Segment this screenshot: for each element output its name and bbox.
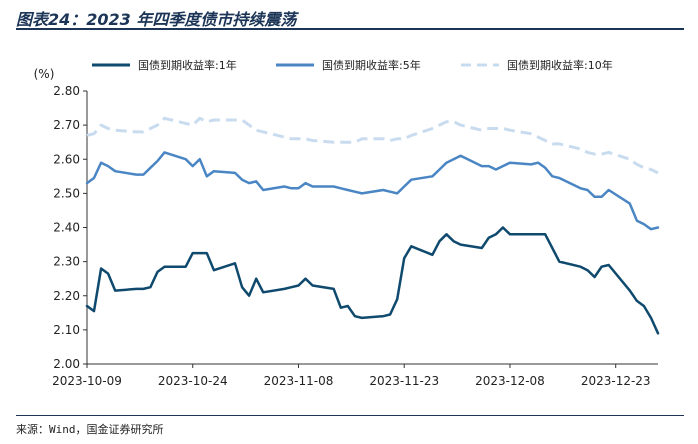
- x-axis: 2023-10-09 2023-10-24 2023-11-08 2023-11-23…: [52, 363, 658, 388]
- title-divider: [16, 28, 684, 30]
- plot-area: [85, 116, 660, 335]
- legend-label-1: 国债到期收益率:1年: [138, 58, 237, 72]
- legend: 国债到期收益率:1年 国债到期收益率:5年 国债到期收益率:10年: [92, 58, 613, 72]
- y-tick-label: 2.00: [53, 357, 80, 371]
- y-tick-label: 2.80: [53, 84, 80, 98]
- x-tick-label: 2023-10-24: [158, 374, 228, 388]
- x-tick-label: 2023-11-23: [369, 374, 439, 388]
- y-tick-label: 2.60: [53, 152, 80, 166]
- y-tick-label: 2.30: [53, 255, 80, 269]
- y-tick-label: 2.70: [53, 118, 80, 132]
- source-divider: [16, 415, 684, 416]
- legend-label-3: 国债到期收益率:10年: [507, 58, 613, 72]
- y-tick-label: 2.20: [53, 289, 80, 303]
- y-tick-label: 2.40: [53, 221, 80, 235]
- x-tick-label: 2023-12-23: [581, 374, 651, 388]
- source-note: 来源：Wind，国金证券研究所: [16, 423, 164, 436]
- y-tick-label: 2.10: [53, 323, 80, 337]
- y-axis-label: (%): [34, 67, 55, 81]
- y-tick-label: 2.50: [53, 186, 80, 200]
- figure-title: 图表24：2023 年四季度债市持续震荡: [16, 10, 297, 29]
- series-line-2: [85, 151, 660, 231]
- x-tick-label: 2023-11-08: [264, 374, 334, 388]
- x-tick-label: 2023-12-08: [475, 374, 545, 388]
- x-tick-label: 2023-10-09: [52, 374, 122, 388]
- series-line-1: [85, 226, 660, 335]
- legend-label-2: 国债到期收益率:5年: [322, 58, 421, 72]
- y-axis: 2.00 2.10 2.20 2.30 2.40 2.50 2.60 2.70 2.80: [53, 84, 88, 371]
- series-line-3: [86, 116, 659, 175]
